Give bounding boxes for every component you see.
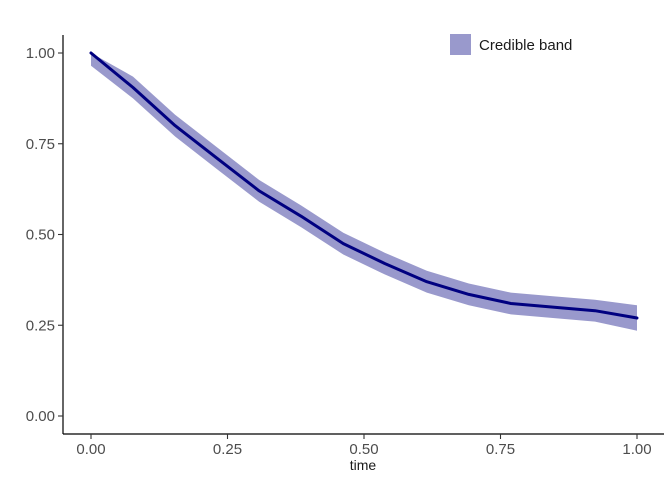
x-tick-label: 0.25 [213,441,242,458]
y-tick-label: 0.50 [26,227,55,244]
x-tick-label: 0.00 [76,441,105,458]
legend: Credible band [450,34,572,55]
x-tick-label: 0.50 [349,441,378,458]
series-line [89,51,639,320]
credible-band [91,53,637,331]
x-tick-label: 0.75 [486,441,515,458]
x-axis-title: time [350,457,377,473]
legend-label: Credible band [479,37,572,54]
legend-key-credible-band [450,34,471,55]
y-tick-label: 1.00 [26,45,55,62]
y-tick-label: 0.25 [26,317,55,334]
axes: 0.00 0.25 0.50 0.75 1.00 0.00 0.25 0.50 0.75 1.00 [26,35,664,458]
y-tick-label: 0.75 [26,136,55,153]
y-tick-label: 0.00 [26,408,55,425]
x-tick-label: 1.00 [622,441,651,458]
plot-area [89,51,639,331]
